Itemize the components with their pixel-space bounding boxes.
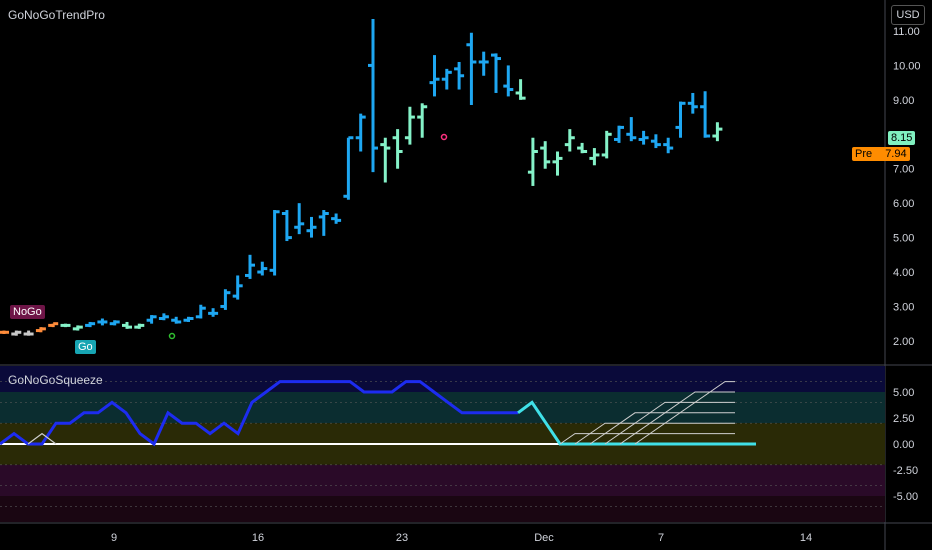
squeeze-axis-tick: -2.50	[893, 465, 918, 477]
price-axis-tick: 6.00	[893, 198, 914, 210]
squeeze-band	[0, 366, 885, 392]
squeeze-axis-tick: 0.00	[893, 439, 914, 451]
time-axis-tick: 16	[252, 532, 264, 544]
go-label: Go	[78, 341, 93, 353]
pre-price-tag: Pre 7.94	[852, 147, 910, 161]
currency-label: USD	[896, 9, 920, 21]
price-axis-tick: 4.00	[893, 267, 914, 279]
squeeze-fan-line	[619, 391, 735, 445]
squeeze-axis-tick: 5.00	[893, 387, 914, 399]
squeeze-fan-line	[559, 433, 735, 445]
time-axis-tick: 14	[800, 532, 812, 544]
squeeze-fan-line	[27, 432, 57, 445]
squeeze-axis-tick: 2.50	[893, 413, 914, 425]
price-axis-tick: 7.00	[893, 164, 914, 176]
squeeze-fan-line	[604, 401, 735, 445]
price-axis-tick: 5.00	[893, 233, 914, 245]
squeeze-band	[0, 496, 885, 522]
currency-button[interactable]: USD	[891, 5, 925, 25]
nogo-label: NoGo	[13, 306, 42, 318]
squeeze-fan-line	[574, 422, 735, 445]
price-axis-tick: 9.00	[893, 95, 914, 107]
go-badge: Go	[75, 340, 96, 354]
price-axis-tick: 11.00	[893, 26, 920, 38]
time-axis-tick: Dec	[534, 532, 554, 544]
go-countertrend-marker	[168, 332, 176, 340]
price-axis-tick: 10.00	[893, 60, 921, 72]
pre-price-value: 7.94	[885, 148, 907, 160]
squeeze-fan-line	[634, 381, 735, 445]
nogo-countertrend-marker	[440, 133, 448, 141]
time-axis-tick: 23	[396, 532, 408, 544]
price-axis-tick: 2.00	[893, 336, 914, 348]
nogo-badge: NoGo	[10, 305, 45, 319]
time-axis-tick: 9	[111, 532, 117, 544]
squeeze-band	[0, 464, 885, 496]
price-axis-tick: 3.00	[893, 301, 914, 313]
last-price-tag: 8.15	[888, 131, 916, 145]
time-axis-tick: 7	[658, 532, 664, 544]
main-pane-title: GoNoGoTrendPro	[8, 8, 105, 22]
pre-label: Pre	[855, 148, 873, 160]
squeeze-axis-tick: -5.00	[893, 491, 918, 503]
last-price-value: 8.15	[891, 132, 913, 144]
sub-pane-title: GoNoGoSqueeze	[8, 373, 103, 387]
squeeze-blue-line	[0, 380, 518, 447]
squeeze-fan-line	[589, 412, 735, 445]
